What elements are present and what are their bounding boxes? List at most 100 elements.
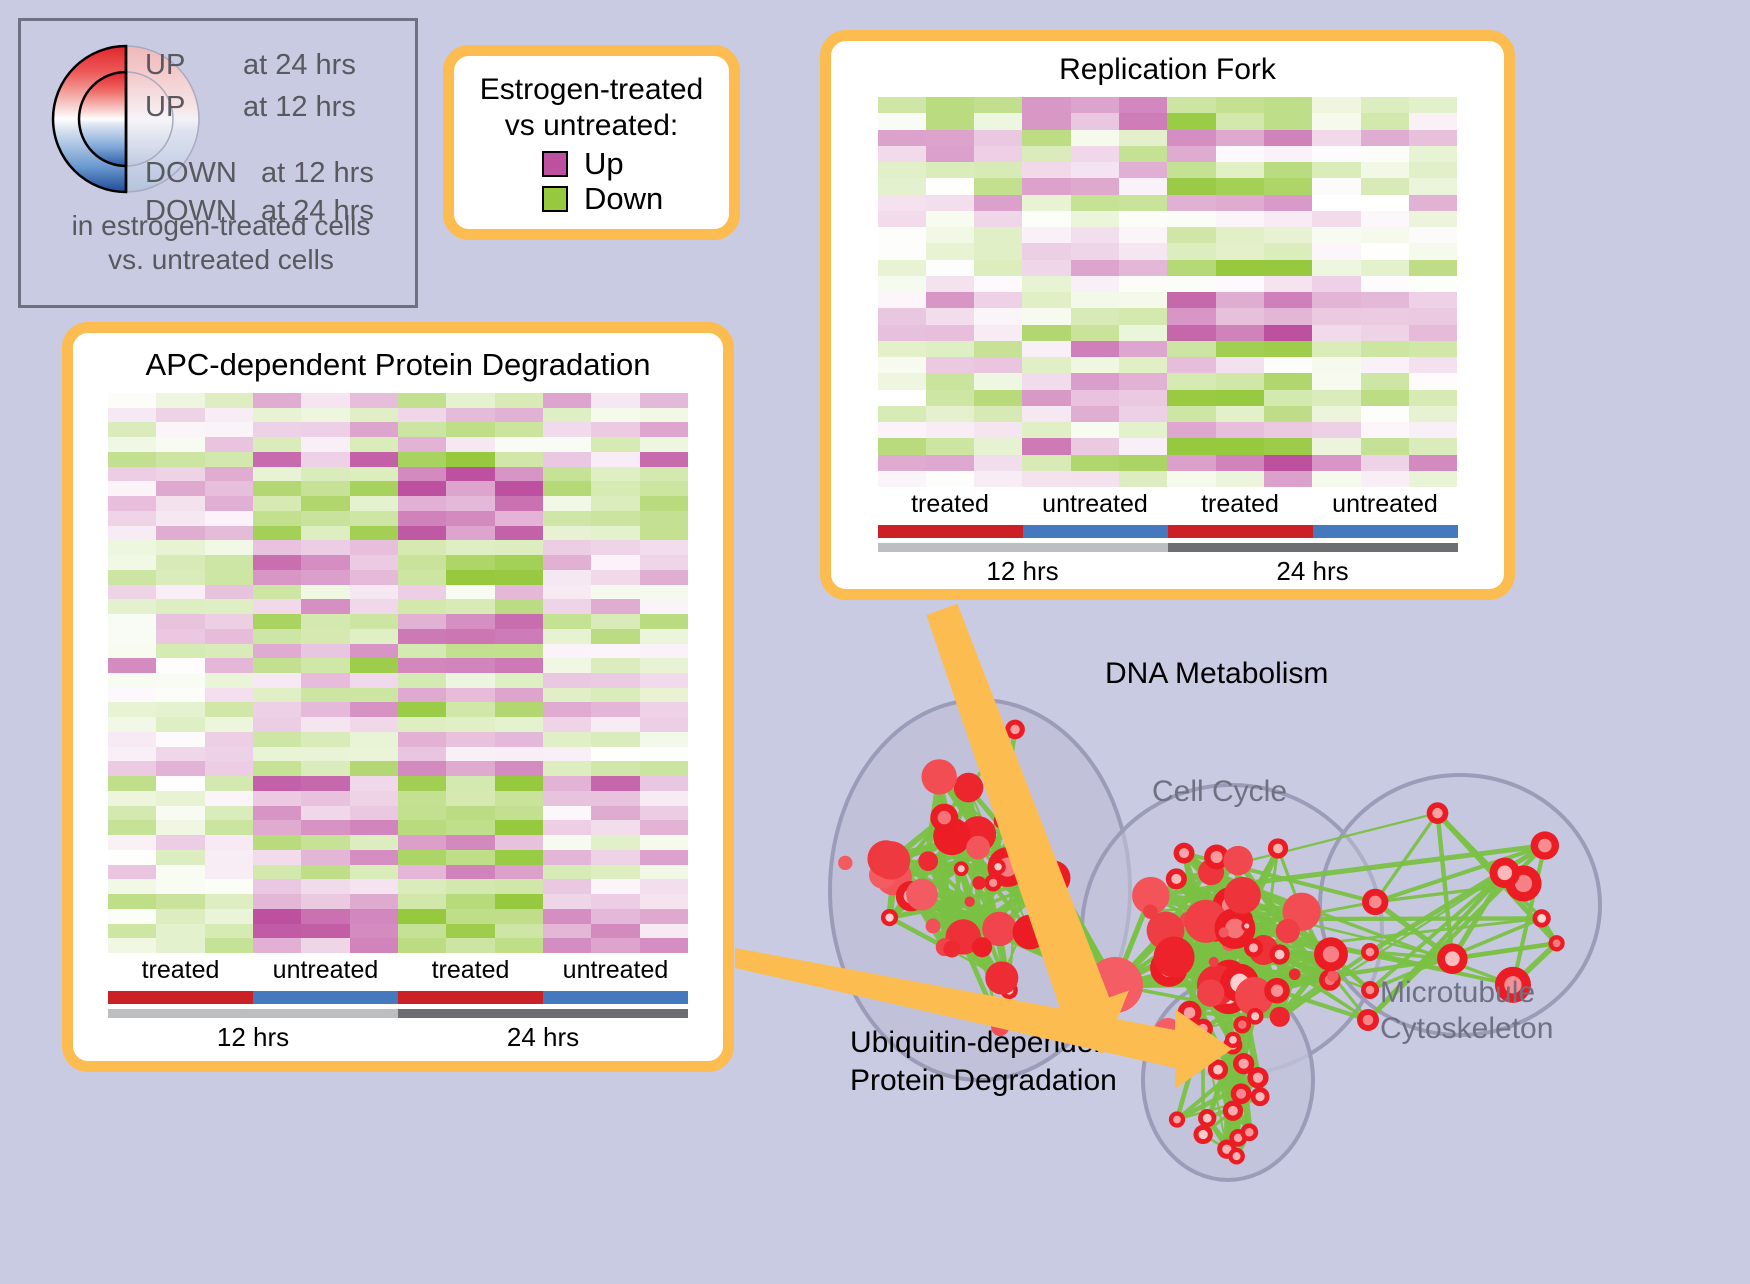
heat-cell xyxy=(1361,308,1409,324)
heat-cell xyxy=(1409,471,1457,487)
network-node[interactable] xyxy=(1327,970,1339,982)
heat-cell xyxy=(1312,211,1360,227)
network-node[interactable] xyxy=(872,841,911,880)
heat-cell xyxy=(1167,325,1215,341)
heat-cell xyxy=(640,909,688,924)
network-node[interactable] xyxy=(838,856,852,870)
heat-cell xyxy=(1312,292,1360,308)
heat-cell xyxy=(591,732,639,747)
heat-cell xyxy=(301,658,349,673)
heat-cell xyxy=(1216,130,1264,146)
heat-cell xyxy=(1022,146,1070,162)
heat-cell xyxy=(1167,260,1215,276)
heat-cell xyxy=(1119,113,1167,129)
network-node-core xyxy=(1363,1015,1374,1026)
network-node[interactable] xyxy=(954,773,984,803)
network-node[interactable] xyxy=(1012,810,1032,830)
heat-cell xyxy=(926,276,974,292)
heat-cell xyxy=(350,879,398,894)
network-node-core xyxy=(1171,874,1181,884)
heat-cell xyxy=(398,688,446,703)
network-node-core xyxy=(1229,1036,1237,1044)
apc-degradation-panel: APC-dependent Protein Degradation treate… xyxy=(62,322,734,1072)
heat-cell xyxy=(156,702,204,717)
heat-cell xyxy=(878,97,926,113)
heat-cell xyxy=(1361,390,1409,406)
heat-cell xyxy=(398,422,446,437)
heat-cell xyxy=(974,438,1022,454)
heat-cell xyxy=(253,408,301,423)
heat-cell xyxy=(446,791,494,806)
heat-cell xyxy=(205,629,253,644)
heat-cell xyxy=(543,688,591,703)
heat-cell xyxy=(253,452,301,467)
network-node[interactable] xyxy=(1289,969,1300,980)
heat-cell xyxy=(1216,422,1264,438)
heat-cell xyxy=(543,555,591,570)
network-node[interactable] xyxy=(921,759,956,794)
heat-cell xyxy=(108,776,156,791)
heat-cell xyxy=(398,894,446,909)
heat-cell xyxy=(878,113,926,129)
heat-cell xyxy=(350,614,398,629)
network-node[interactable] xyxy=(1224,877,1261,914)
network-node[interactable] xyxy=(964,897,974,907)
heat-cell xyxy=(253,555,301,570)
heat-cell xyxy=(253,717,301,732)
apc-cond-2: treated xyxy=(398,953,543,987)
heat-cell xyxy=(350,835,398,850)
heat-cell xyxy=(1022,325,1070,341)
heat-cell xyxy=(926,455,974,471)
network-node[interactable] xyxy=(972,876,986,890)
heat-cell xyxy=(591,452,639,467)
key-caption-line2: vs. untreated cells xyxy=(21,243,421,277)
heat-cell xyxy=(1216,438,1264,454)
heat-cell xyxy=(1409,260,1457,276)
heat-cell xyxy=(1022,162,1070,178)
heat-cell xyxy=(974,195,1022,211)
heat-cell xyxy=(1264,455,1312,471)
network-node[interactable] xyxy=(1276,919,1300,943)
network-node[interactable] xyxy=(1013,915,1048,950)
heat-cell xyxy=(156,437,204,452)
network-node[interactable] xyxy=(1197,979,1224,1006)
network-node[interactable] xyxy=(985,961,1018,994)
network-node[interactable] xyxy=(1219,927,1229,937)
network-node[interactable] xyxy=(918,851,938,871)
network-node[interactable] xyxy=(1087,957,1143,1013)
network-node-core xyxy=(1213,1065,1223,1075)
heat-cell xyxy=(591,467,639,482)
network-node[interactable] xyxy=(972,937,992,957)
network-node[interactable] xyxy=(906,879,938,911)
heat-cell xyxy=(398,806,446,821)
heat-cell xyxy=(1167,146,1215,162)
heat-cell xyxy=(398,629,446,644)
heat-cell xyxy=(591,437,639,452)
heat-cell xyxy=(1071,130,1119,146)
heat-cell xyxy=(926,471,974,487)
heat-cell xyxy=(878,438,926,454)
network-node-core xyxy=(1244,923,1249,928)
heat-cell xyxy=(640,938,688,953)
fork-timebar-12 xyxy=(878,543,1168,552)
heat-cell xyxy=(1216,308,1264,324)
network-node[interactable] xyxy=(1270,1007,1290,1027)
network-node-core xyxy=(1238,1020,1246,1028)
network-node[interactable] xyxy=(943,940,960,957)
heat-cell xyxy=(350,894,398,909)
heat-cell xyxy=(205,776,253,791)
network-node[interactable] xyxy=(1223,846,1253,876)
heat-cell xyxy=(446,614,494,629)
network-node[interactable] xyxy=(1209,957,1219,967)
network-node[interactable] xyxy=(966,836,990,860)
network-node[interactable] xyxy=(926,919,941,934)
heat-cell xyxy=(640,393,688,408)
network-node[interactable] xyxy=(1154,1018,1182,1046)
heat-cell xyxy=(1361,325,1409,341)
heat-cell xyxy=(1264,243,1312,259)
heat-cell xyxy=(926,130,974,146)
heat-cell xyxy=(1264,276,1312,292)
network-node[interactable] xyxy=(1154,937,1195,978)
heat-cell xyxy=(974,357,1022,373)
heat-cell xyxy=(1071,113,1119,129)
